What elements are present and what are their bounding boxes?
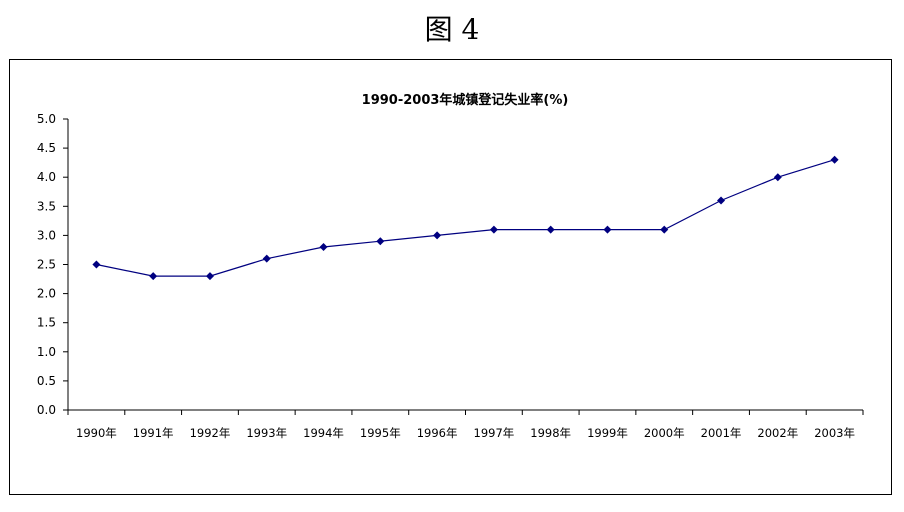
x-tick-label: 1999年	[587, 426, 628, 440]
y-tick-label: 0.0	[37, 403, 56, 417]
x-tick-label: 1998年	[530, 426, 571, 440]
x-axis-ticks: 1990年 1991年 1992年 1993年 1994年 1995年 1996年 1997年…	[67, 410, 864, 440]
series-group	[92, 155, 839, 281]
data-point	[262, 254, 271, 263]
y-tick-label: 3.0	[37, 228, 56, 242]
x-tick-label: 1992年	[190, 426, 231, 440]
y-tick-label: 5.0	[37, 112, 56, 126]
x-tick-label: 1997年	[474, 426, 515, 440]
data-point	[773, 173, 782, 182]
x-tick-label: 1993年	[246, 426, 287, 440]
x-tick-label: 1990年	[76, 426, 117, 440]
x-tick-label: 1991年	[133, 426, 174, 440]
x-tick-label: 2002年	[757, 426, 798, 440]
data-point	[433, 231, 442, 240]
data-point	[376, 237, 385, 246]
y-tick-label: 0.5	[37, 374, 56, 388]
y-tick-label: 2.5	[37, 258, 56, 272]
x-tick-label: 2000年	[644, 426, 685, 440]
x-tick-label: 1995年	[360, 426, 401, 440]
data-point	[660, 225, 669, 234]
y-tick-label: 4.5	[37, 141, 56, 155]
y-tick-label: 1.5	[37, 316, 56, 330]
series-line	[96, 159, 835, 277]
data-point	[717, 196, 726, 205]
data-point	[319, 243, 328, 252]
data-point	[489, 225, 498, 234]
x-tick-label: 2003年	[814, 426, 855, 440]
data-point	[546, 225, 555, 234]
data-point	[149, 272, 158, 281]
y-tick-label: 1.0	[37, 345, 56, 359]
x-tick-label: 2001年	[701, 426, 742, 440]
data-point	[603, 225, 612, 234]
data-point	[92, 260, 101, 269]
y-tick-label: 2.0	[37, 287, 56, 301]
x-tick-label: 1996年	[417, 426, 458, 440]
figure-caption: 图 4	[424, 13, 480, 46]
chart-title: 1990-2003年城镇登记失业率(%)	[362, 92, 569, 108]
axes	[67, 119, 863, 411]
x-tick-label: 1994年	[303, 426, 344, 440]
y-tick-label: 4.0	[37, 170, 56, 184]
data-point	[830, 155, 839, 164]
data-point	[205, 272, 214, 281]
y-tick-label: 3.5	[37, 199, 56, 213]
y-axis-ticks: 0.0 0.5 1.0 1.5 2.0 2.5 3.0 3.5 4.0 4.5 5.0	[37, 112, 68, 417]
